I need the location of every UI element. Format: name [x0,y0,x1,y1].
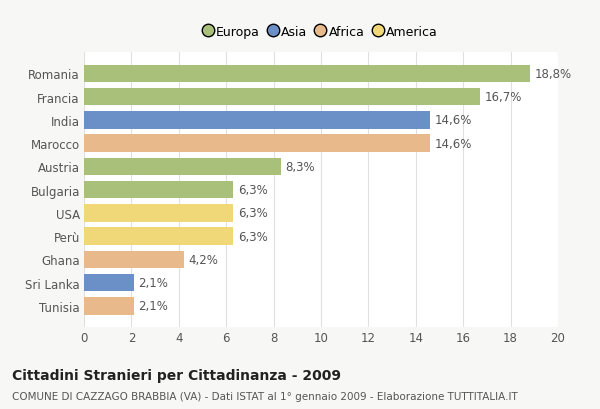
Text: 18,8%: 18,8% [535,68,571,81]
Text: 6,3%: 6,3% [238,207,268,220]
Text: 14,6%: 14,6% [435,137,472,151]
Bar [84,182,233,199]
Text: Cittadini Stranieri per Cittadinanza - 2009: Cittadini Stranieri per Cittadinanza - 2… [12,368,341,382]
Bar [84,274,134,292]
Bar [84,251,184,268]
Text: 14,6%: 14,6% [435,114,472,127]
Bar [84,89,480,106]
Text: 6,3%: 6,3% [238,184,268,197]
Bar [84,135,430,153]
Legend: Europa, Asia, Africa, America: Europa, Asia, Africa, America [200,21,442,44]
Text: 4,2%: 4,2% [188,253,218,266]
Bar [84,65,530,83]
Bar [84,158,281,176]
Text: 6,3%: 6,3% [238,230,268,243]
Text: 2,1%: 2,1% [139,299,169,312]
Bar [84,204,233,222]
Text: 16,7%: 16,7% [485,91,522,104]
Bar [84,297,134,315]
Bar [84,228,233,245]
Text: 2,1%: 2,1% [139,276,169,289]
Bar [84,112,430,129]
Text: 8,3%: 8,3% [286,160,315,173]
Text: COMUNE DI CAZZAGO BRABBIA (VA) - Dati ISTAT al 1° gennaio 2009 - Elaborazione TU: COMUNE DI CAZZAGO BRABBIA (VA) - Dati IS… [12,391,518,400]
